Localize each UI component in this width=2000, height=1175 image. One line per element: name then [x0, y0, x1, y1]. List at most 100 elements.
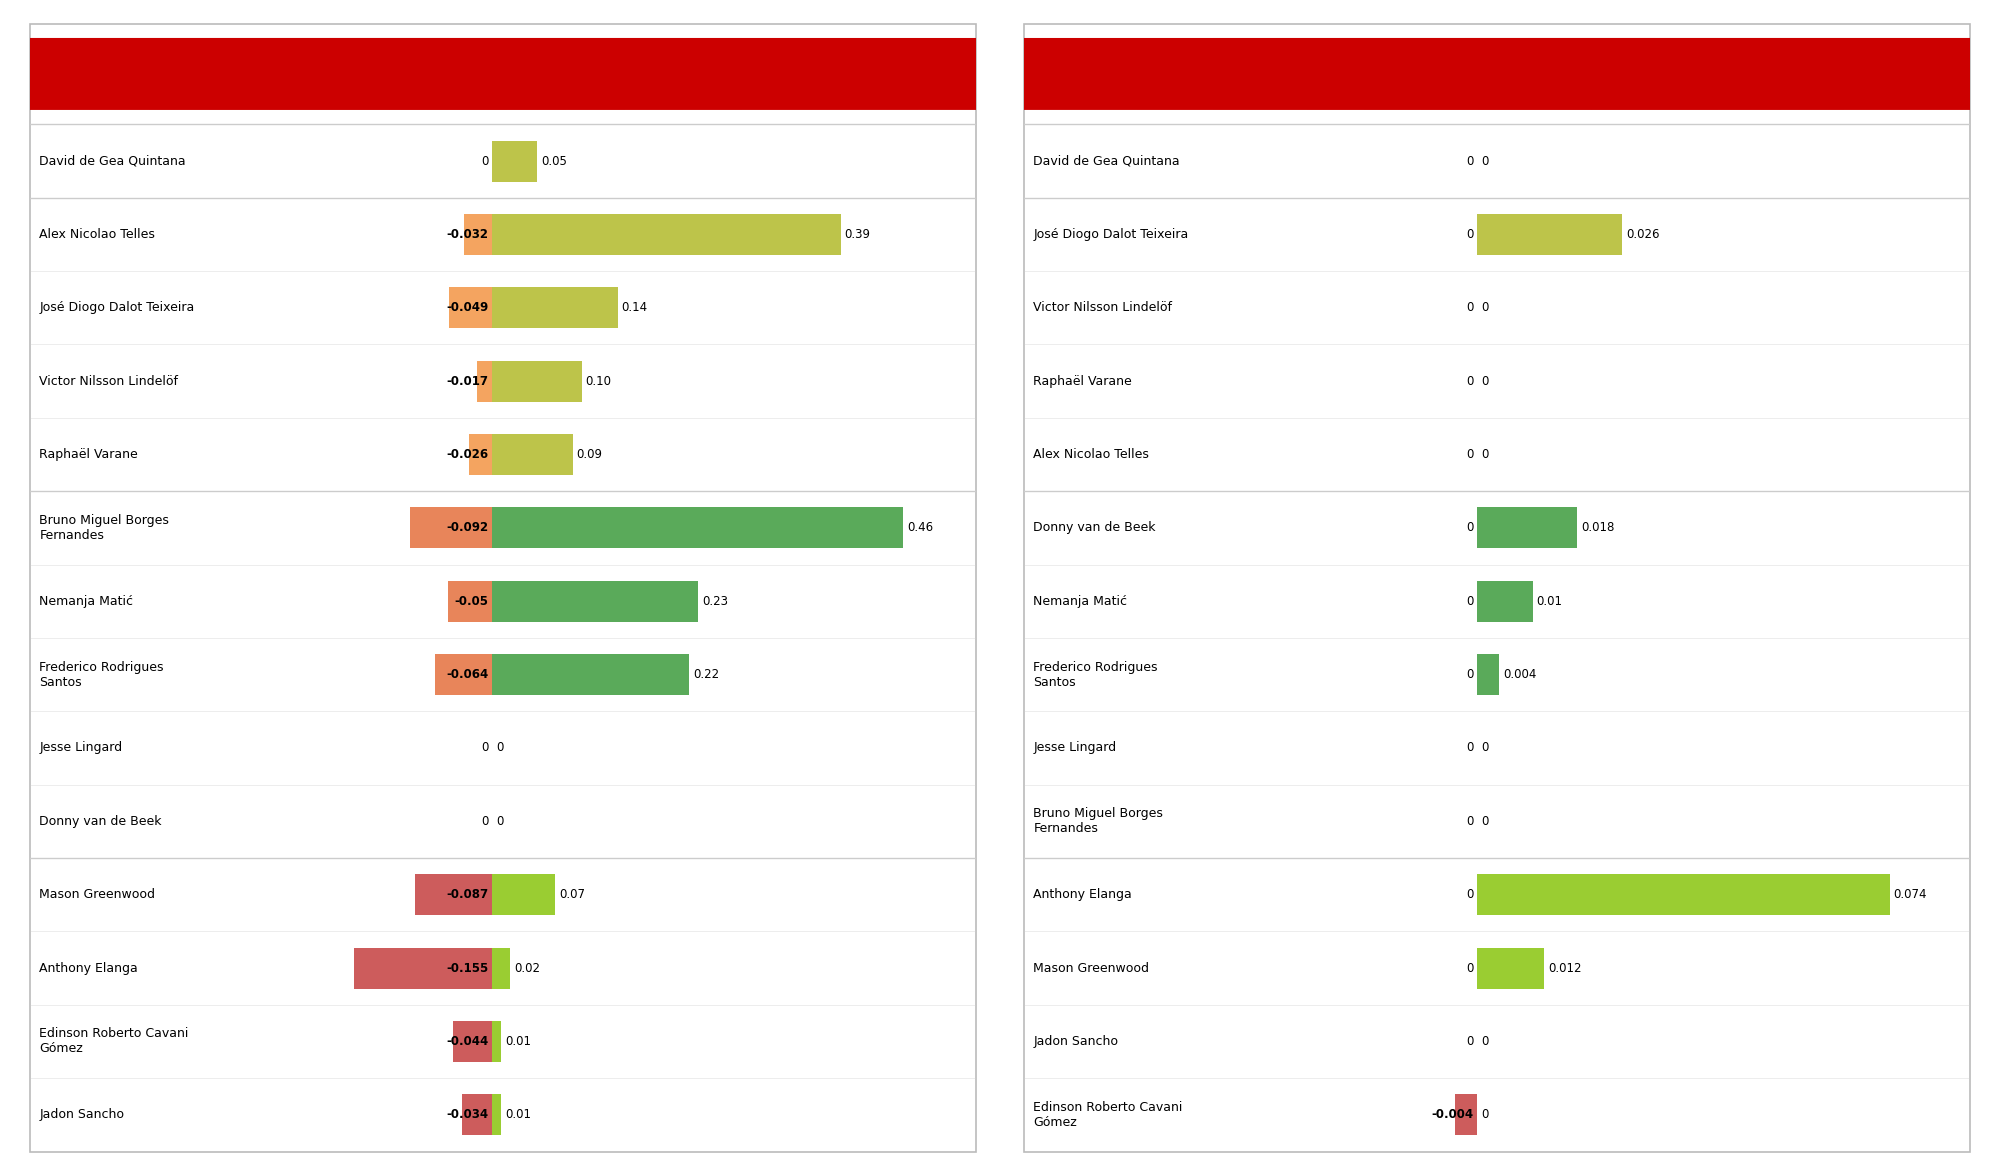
Text: -0.087: -0.087 — [446, 888, 488, 901]
Circle shape — [0, 39, 2000, 109]
Bar — [448, 580, 492, 622]
Text: 0.14: 0.14 — [622, 301, 648, 314]
Text: 0: 0 — [1466, 669, 1474, 682]
Text: Nemanja Matić: Nemanja Matić — [40, 595, 134, 607]
Text: Jadon Sancho: Jadon Sancho — [40, 1108, 124, 1121]
Text: Alex Nicolao Telles: Alex Nicolao Telles — [40, 228, 156, 241]
Text: 0.39: 0.39 — [844, 228, 870, 241]
Text: David de Gea Quintana: David de Gea Quintana — [1034, 155, 1180, 168]
Bar — [478, 361, 492, 402]
Bar — [1478, 214, 1622, 255]
Bar — [492, 580, 698, 622]
Text: Donny van de Beek: Donny van de Beek — [1034, 522, 1156, 535]
Bar — [470, 434, 492, 475]
Circle shape — [0, 39, 2000, 109]
Text: Anthony Elanga: Anthony Elanga — [40, 961, 138, 974]
Text: Victor Nilsson Lindelöf: Victor Nilsson Lindelöf — [40, 375, 178, 388]
Text: 0.004: 0.004 — [1504, 669, 1536, 682]
Text: Donny van de Beek: Donny van de Beek — [40, 814, 162, 828]
Text: -0.032: -0.032 — [446, 228, 488, 241]
Text: 0.22: 0.22 — [692, 669, 718, 682]
Text: -0.034: -0.034 — [446, 1108, 488, 1121]
Text: Nemanja Matić: Nemanja Matić — [1034, 595, 1128, 607]
Bar — [492, 508, 904, 549]
Bar — [492, 141, 538, 182]
Bar — [454, 1021, 492, 1062]
Bar — [436, 654, 492, 696]
Bar — [1478, 580, 1532, 622]
Text: 0: 0 — [1480, 814, 1488, 828]
Text: -0.049: -0.049 — [446, 301, 488, 314]
Text: 0: 0 — [1480, 448, 1488, 461]
Text: 0: 0 — [1466, 301, 1474, 314]
Text: 0: 0 — [1466, 1035, 1474, 1048]
Text: 0.074: 0.074 — [1894, 888, 1928, 901]
Text: José Diogo Dalot Teixeira: José Diogo Dalot Teixeira — [1034, 228, 1188, 241]
Bar — [410, 508, 492, 549]
Text: Jesse Lingard: Jesse Lingard — [1034, 741, 1116, 754]
Text: Raphaël Varane: Raphaël Varane — [40, 448, 138, 461]
Bar — [492, 947, 510, 988]
Text: David de Gea Quintana: David de Gea Quintana — [40, 155, 186, 168]
Bar — [492, 1094, 502, 1135]
Text: Edinson Roberto Cavani
Gómez: Edinson Roberto Cavani Gómez — [1034, 1101, 1182, 1129]
Text: 0.02: 0.02 — [514, 961, 540, 974]
Text: xT from Passes: xT from Passes — [48, 62, 238, 86]
Text: 0.012: 0.012 — [1548, 961, 1582, 974]
Bar — [492, 287, 618, 328]
Bar — [448, 287, 492, 328]
Text: -0.05: -0.05 — [454, 595, 488, 607]
Text: 0.026: 0.026 — [1626, 228, 1660, 241]
Text: 0: 0 — [1466, 155, 1474, 168]
Bar — [1478, 947, 1544, 988]
Text: 0: 0 — [1466, 741, 1474, 754]
Text: 0: 0 — [496, 814, 504, 828]
Text: Edinson Roberto Cavani
Gómez: Edinson Roberto Cavani Gómez — [40, 1027, 188, 1055]
Text: 0: 0 — [1480, 741, 1488, 754]
Text: Victor Nilsson Lindelöf: Victor Nilsson Lindelöf — [1034, 301, 1172, 314]
Text: 0.23: 0.23 — [702, 595, 728, 607]
Text: 0.07: 0.07 — [558, 888, 584, 901]
Text: 0: 0 — [496, 741, 504, 754]
Text: 0: 0 — [1480, 155, 1488, 168]
Text: 0.01: 0.01 — [506, 1108, 532, 1121]
Text: 0: 0 — [1466, 814, 1474, 828]
Bar — [354, 947, 492, 988]
Text: -0.092: -0.092 — [446, 522, 488, 535]
Text: Bruno Miguel Borges
Fernandes: Bruno Miguel Borges Fernandes — [40, 513, 170, 542]
Bar — [492, 434, 572, 475]
Text: José Diogo Dalot Teixeira: José Diogo Dalot Teixeira — [40, 301, 194, 314]
Bar — [414, 874, 492, 915]
Bar — [1478, 508, 1578, 549]
Bar — [1478, 874, 1890, 915]
Text: Jesse Lingard: Jesse Lingard — [40, 741, 122, 754]
Bar — [492, 361, 582, 402]
Text: -0.017: -0.017 — [446, 375, 488, 388]
Text: -0.004: -0.004 — [1432, 1108, 1474, 1121]
Text: Bruno Miguel Borges
Fernandes: Bruno Miguel Borges Fernandes — [1034, 807, 1164, 835]
Text: 0.01: 0.01 — [1536, 595, 1562, 607]
Text: 0: 0 — [1466, 961, 1474, 974]
Text: 0.10: 0.10 — [586, 375, 612, 388]
Text: 0: 0 — [482, 814, 488, 828]
Bar — [492, 1021, 502, 1062]
Text: Mason Greenwood: Mason Greenwood — [40, 888, 156, 901]
Text: 0: 0 — [1466, 375, 1474, 388]
Text: Frederico Rodrigues
Santos: Frederico Rodrigues Santos — [40, 660, 164, 689]
Text: 0: 0 — [1466, 595, 1474, 607]
Text: 0: 0 — [482, 155, 488, 168]
Text: 0: 0 — [1466, 888, 1474, 901]
Text: 0.09: 0.09 — [576, 448, 602, 461]
Bar — [492, 214, 840, 255]
Text: 0.018: 0.018 — [1582, 522, 1614, 535]
Bar — [464, 214, 492, 255]
Bar — [1478, 654, 1500, 696]
Text: Mason Greenwood: Mason Greenwood — [1034, 961, 1150, 974]
Text: Frederico Rodrigues
Santos: Frederico Rodrigues Santos — [1034, 660, 1158, 689]
Bar — [492, 874, 556, 915]
Text: Raphaël Varane: Raphaël Varane — [1034, 375, 1132, 388]
Text: Jadon Sancho: Jadon Sancho — [1034, 1035, 1118, 1048]
Text: -0.044: -0.044 — [446, 1035, 488, 1048]
Text: 0: 0 — [1480, 1035, 1488, 1048]
Text: 0: 0 — [1466, 522, 1474, 535]
